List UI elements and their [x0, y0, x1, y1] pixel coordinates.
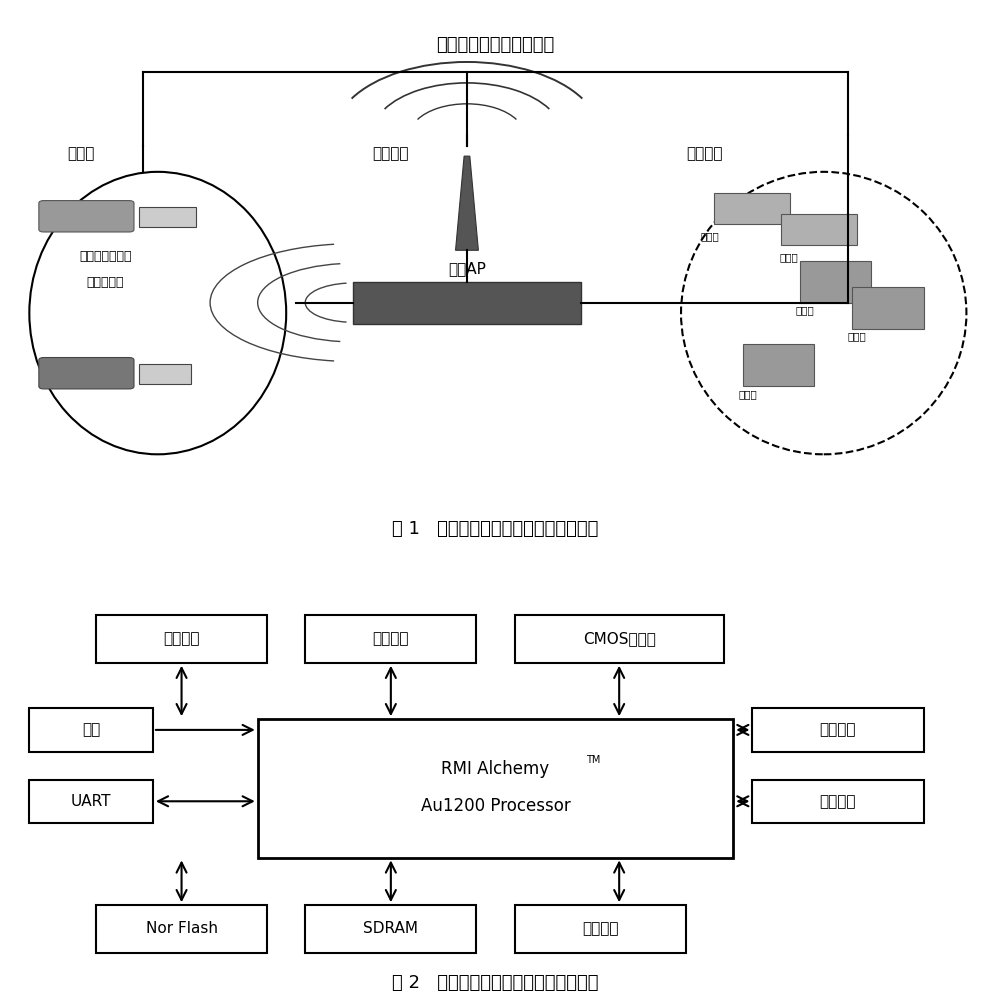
- Polygon shape: [456, 156, 479, 250]
- FancyBboxPatch shape: [39, 200, 134, 232]
- FancyBboxPatch shape: [852, 287, 924, 329]
- Text: 按键: 按键: [82, 722, 100, 737]
- Text: SDRAM: SDRAM: [364, 921, 418, 937]
- Text: 服务器: 服务器: [795, 305, 814, 315]
- FancyBboxPatch shape: [715, 193, 791, 224]
- Text: Au1200 Processor: Au1200 Processor: [420, 797, 571, 815]
- Text: 无线车载多功能: 无线车载多功能: [79, 250, 132, 264]
- Text: 无线车载多媒体处理系统: 无线车载多媒体处理系统: [436, 36, 555, 53]
- FancyBboxPatch shape: [96, 905, 268, 953]
- Text: 服务器: 服务器: [738, 389, 757, 399]
- FancyBboxPatch shape: [752, 708, 924, 751]
- Text: 无线网卡: 无线网卡: [820, 722, 856, 737]
- Text: 无线网络: 无线网络: [372, 146, 408, 161]
- Text: 计算机: 计算机: [779, 253, 798, 263]
- FancyBboxPatch shape: [258, 719, 733, 857]
- FancyBboxPatch shape: [305, 905, 477, 953]
- FancyBboxPatch shape: [514, 616, 723, 663]
- FancyBboxPatch shape: [30, 780, 153, 823]
- Text: 客户端: 客户端: [67, 146, 95, 161]
- FancyBboxPatch shape: [30, 708, 153, 751]
- FancyBboxPatch shape: [781, 213, 857, 245]
- FancyBboxPatch shape: [96, 616, 268, 663]
- Text: 视频模块: 视频模块: [373, 632, 409, 647]
- Text: TM: TM: [586, 756, 601, 766]
- FancyBboxPatch shape: [139, 364, 191, 383]
- Text: 图 1   无线车载媒体处理系统网络架构图: 图 1 无线车载媒体处理系统网络架构图: [392, 520, 599, 538]
- Text: 服务器: 服务器: [847, 331, 866, 341]
- FancyBboxPatch shape: [743, 344, 815, 386]
- FancyBboxPatch shape: [353, 282, 581, 324]
- Text: 无线AP: 无线AP: [448, 261, 486, 276]
- Text: 图 2   无线车载无线媒体处理器系统框图: 图 2 无线车载无线媒体处理器系统框图: [392, 974, 599, 992]
- FancyBboxPatch shape: [39, 357, 134, 389]
- Text: RMI Alchemy: RMI Alchemy: [441, 760, 550, 778]
- Text: 本地硬盘: 本地硬盘: [582, 921, 618, 937]
- Text: 音频模块: 音频模块: [164, 632, 200, 647]
- FancyBboxPatch shape: [139, 207, 196, 226]
- Text: 媒体处理器: 媒体处理器: [86, 277, 124, 290]
- Text: Nor Flash: Nor Flash: [146, 921, 218, 937]
- FancyBboxPatch shape: [752, 780, 924, 823]
- Text: UART: UART: [71, 794, 111, 809]
- Text: 以太网口: 以太网口: [820, 794, 856, 809]
- FancyBboxPatch shape: [800, 261, 871, 303]
- Text: 计算机: 计算机: [700, 231, 718, 241]
- Text: CMOS摄像头: CMOS摄像头: [583, 632, 656, 647]
- FancyBboxPatch shape: [305, 616, 477, 663]
- FancyBboxPatch shape: [514, 905, 686, 953]
- Text: 服务器端: 服务器端: [686, 146, 722, 161]
